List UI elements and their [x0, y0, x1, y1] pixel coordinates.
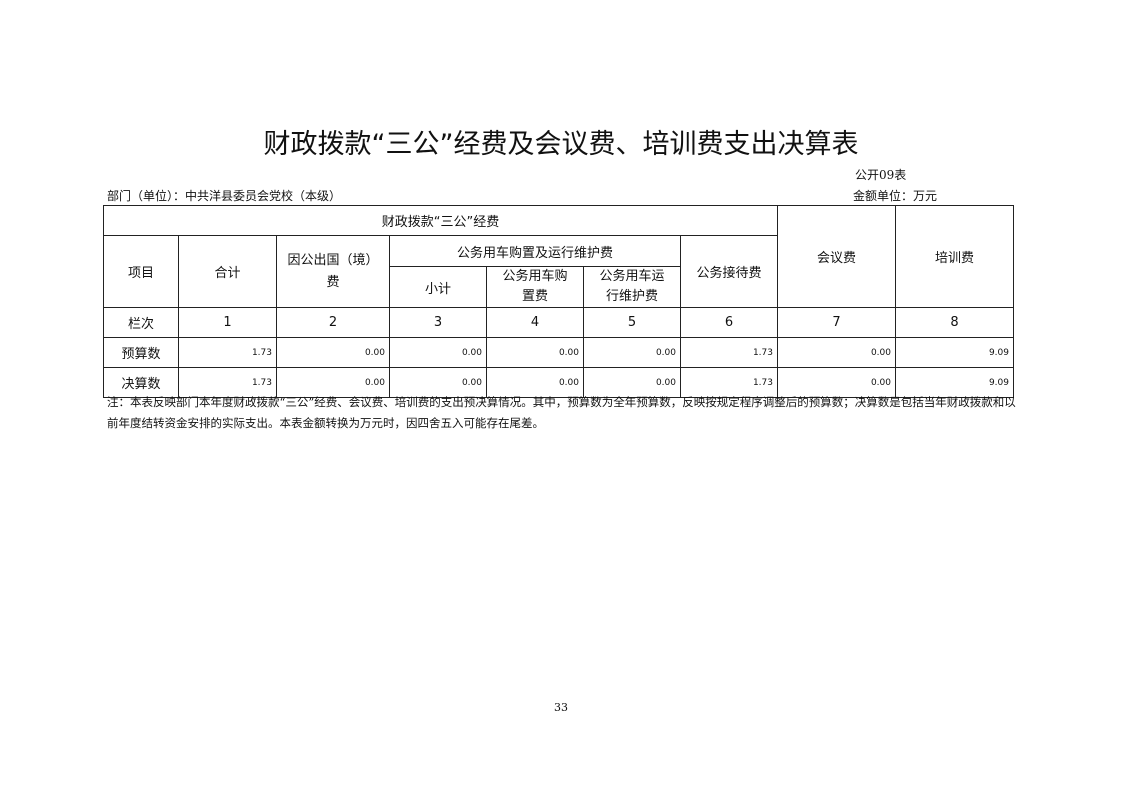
cell: 6: [680, 307, 778, 338]
cell: 0.00: [777, 337, 896, 368]
header-item: 项目: [103, 235, 179, 308]
cell: 0.00: [486, 367, 584, 398]
row-label: 预算数: [103, 337, 179, 368]
cell: 8: [895, 307, 1014, 338]
cell: 9.09: [895, 367, 1014, 398]
header-training: 培训费: [895, 205, 1014, 308]
cell: 4: [486, 307, 584, 338]
cell: 0.00: [486, 337, 584, 368]
header-car-operation: 公务用车运行维护费: [583, 266, 681, 308]
table-row: 决算数 1.73 0.00 0.00 0.00 0.00 1.73 0.00 9…: [103, 367, 1014, 398]
cell: 5: [583, 307, 681, 338]
header-total: 合计: [178, 235, 277, 308]
cell: 0.00: [583, 337, 681, 368]
department-label: 部门（单位）：中共洋县委员会党校（本级）: [107, 189, 342, 203]
cell: 0.00: [389, 367, 487, 398]
header-group: 财政拨款“三公”经费: [103, 205, 778, 236]
page-title: 财政拨款“三公”经费及会议费、培训费支出决算表: [263, 129, 859, 160]
cell: 1.73: [178, 367, 277, 398]
cell: 0.00: [583, 367, 681, 398]
cell: 7: [777, 307, 896, 338]
cell: 2: [276, 307, 390, 338]
cell: 9.09: [895, 337, 1014, 368]
cell: 0.00: [276, 337, 390, 368]
cell: 0.00: [389, 337, 487, 368]
cell: 1.73: [680, 337, 778, 368]
cell: 1.73: [178, 337, 277, 368]
footnote: 注：本表反映部门本年度财政拨款“三公”经费、会议费、培训费的支出预决算情况。其中…: [107, 395, 1016, 430]
table-row: 预算数 1.73 0.00 0.00 0.00 0.00 1.73 0.00 9…: [103, 337, 1014, 368]
cell: 1.73: [680, 367, 778, 398]
header-car-group: 公务用车购置及运行维护费: [389, 235, 681, 267]
header-car-subtotal: 小计: [389, 266, 487, 308]
cell: 1: [178, 307, 277, 338]
unit-label: 金额单位：万元: [853, 189, 938, 203]
row-label: 决算数: [103, 367, 179, 398]
header-abroad: 因公出国（境）费: [276, 235, 390, 308]
page-number: 33: [554, 701, 568, 714]
header-reception: 公务接待费: [680, 235, 778, 308]
table-row: 栏次 1 2 3 4 5 6 7 8: [103, 307, 1014, 338]
form-code: 公开09表: [855, 168, 907, 182]
header-meeting: 会议费: [777, 205, 896, 308]
cell: 0.00: [777, 367, 896, 398]
header-car-purchase: 公务用车购置费: [486, 266, 584, 308]
cell: 3: [389, 307, 487, 338]
row-label: 栏次: [103, 307, 179, 338]
expenditure-table: 财政拨款“三公”经费 会议费 培训费 项目 合计 因公出国（境）费 公务用车购置…: [103, 205, 1014, 398]
